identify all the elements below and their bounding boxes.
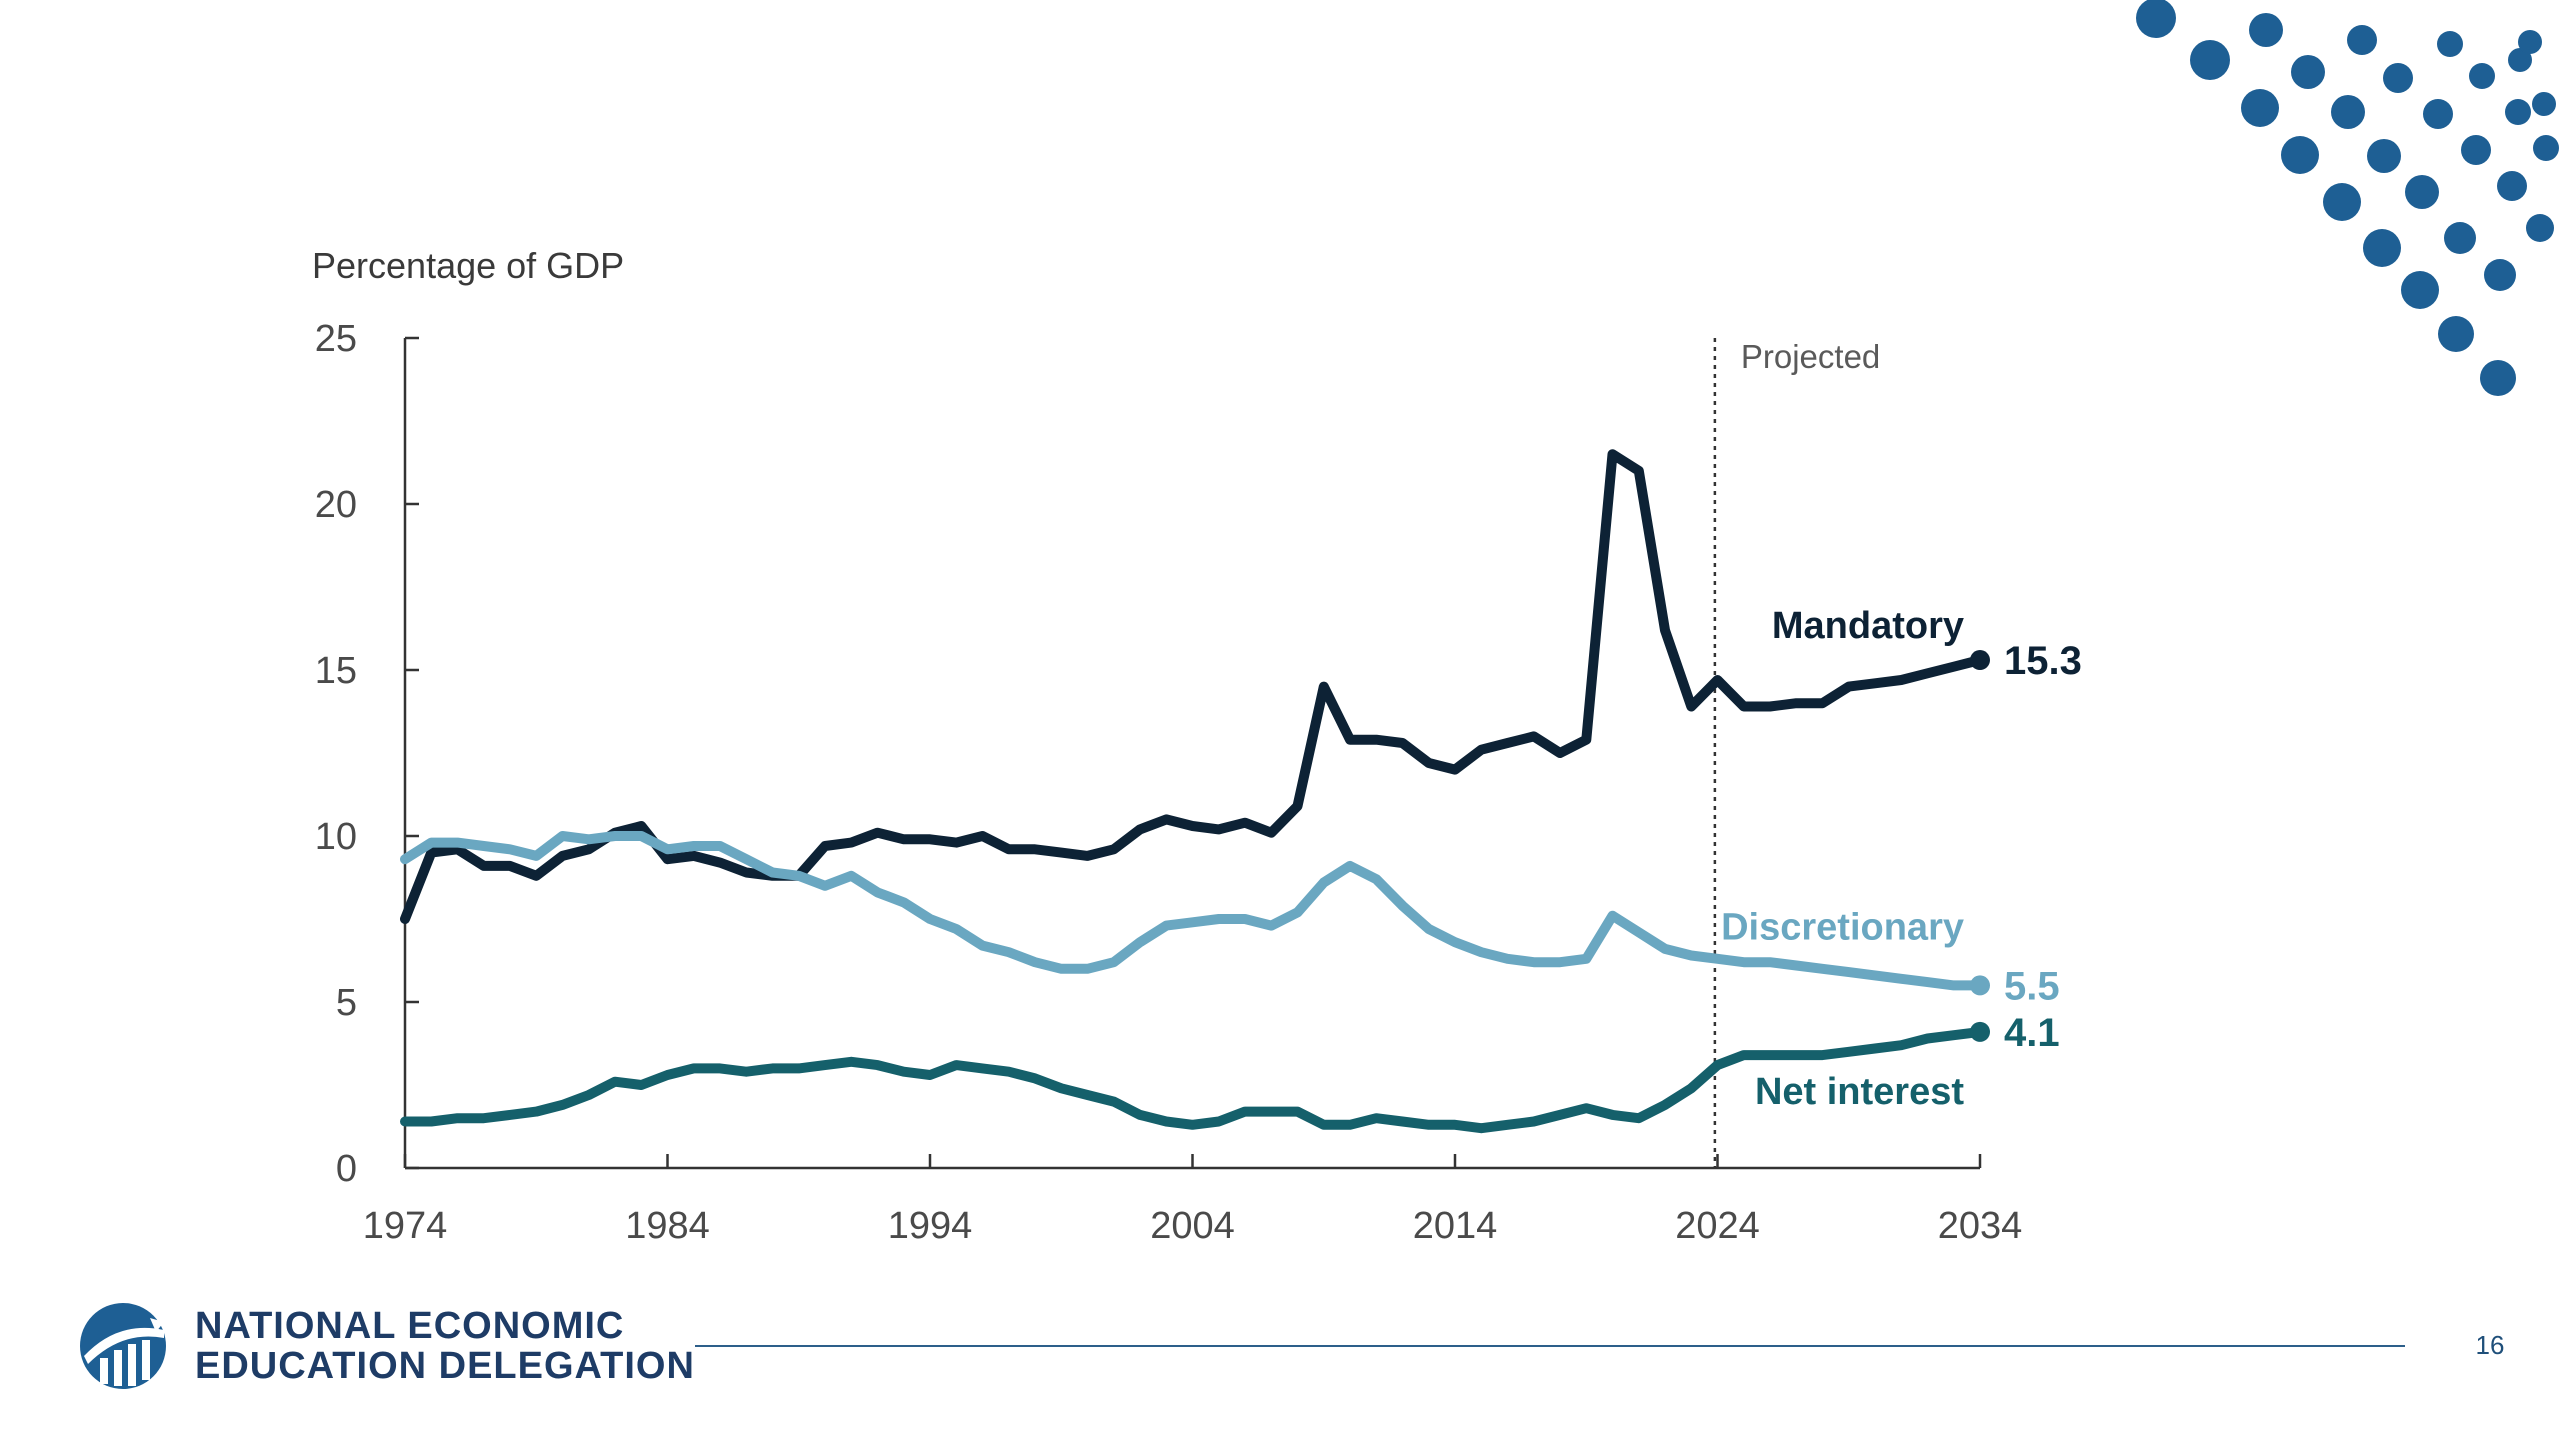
decorative-dot	[2347, 25, 2377, 55]
y-axis-title: Percentage of GDP	[312, 245, 624, 286]
series-line-1	[400, 831, 1985, 991]
decorative-dot	[2461, 135, 2491, 165]
x-tick-label: 2024	[1675, 1205, 1760, 1247]
y-tick-label: 10	[315, 816, 357, 858]
x-tick-label: 2034	[1938, 1205, 2023, 1247]
decorative-dot	[2533, 135, 2559, 161]
projection-marker: Projected	[1713, 338, 1880, 1168]
series-labels: 15.3 Mandatory 5.5 Discretionary 4.1 Net inte…	[1721, 605, 2082, 1113]
decorative-dot	[2438, 316, 2474, 352]
series-end-value-0: 15.3	[2004, 639, 2082, 683]
series-end-value-2: 4.1	[2004, 1011, 2060, 1055]
decorative-dot	[2484, 259, 2516, 291]
projection-label: Projected	[1741, 338, 1880, 375]
organization-name: NATIONAL ECONOMIC EDUCATION DELEGATION	[195, 1306, 695, 1386]
x-tick-label: 2004	[1150, 1205, 1235, 1247]
page-number: 16	[2475, 1330, 2505, 1360]
decorative-dot	[2136, 0, 2176, 38]
decorative-dot	[2444, 222, 2476, 254]
decorative-dot	[2480, 360, 2516, 396]
decorative-dot	[2367, 139, 2401, 173]
series-end-point-1	[1970, 975, 1990, 996]
decorative-dot	[2291, 55, 2325, 89]
y-tick-label: 5	[336, 982, 357, 1024]
decorative-dot	[2526, 214, 2554, 242]
decorative-dot	[2532, 92, 2556, 116]
x-tick-label: 1984	[625, 1205, 710, 1247]
series-line-2	[400, 1026, 1985, 1134]
x-tick-label: 1994	[888, 1205, 973, 1247]
y-tick-label: 25	[315, 318, 357, 360]
series-layer	[400, 449, 1990, 1134]
y-tick-label: 15	[315, 650, 357, 692]
decorative-dot	[2518, 30, 2542, 54]
decorative-dot	[2241, 89, 2279, 127]
series-name-1: Discretionary	[1721, 906, 1964, 948]
decorative-dot	[2423, 99, 2453, 129]
series-end-point-2	[1970, 1021, 1990, 1042]
x-tick-label: 2014	[1413, 1205, 1498, 1247]
decorative-dot	[2281, 136, 2319, 174]
x-tick-label: 1974	[363, 1205, 448, 1247]
ned-logo-icon	[80, 1303, 166, 1389]
decorative-dot	[2249, 13, 2283, 47]
decorative-dot	[2383, 63, 2413, 93]
org-name-line2: EDUCATION DELEGATION	[195, 1345, 695, 1387]
decorative-dot	[2405, 175, 2439, 209]
decorative-dot	[2331, 95, 2365, 129]
decorative-dot	[2497, 171, 2527, 201]
decorative-dot	[2190, 40, 2230, 80]
org-name-line1: NATIONAL ECONOMIC	[195, 1305, 625, 1347]
decorative-dot	[2363, 229, 2401, 267]
decorative-dot	[2505, 99, 2531, 125]
series-end-value-1: 5.5	[2004, 964, 2060, 1008]
series-end-point-0	[1970, 650, 1990, 671]
series-line-0	[400, 449, 1985, 924]
decorative-dot	[2508, 48, 2532, 72]
footer-divider	[695, 1345, 2405, 1347]
decorative-dot	[2469, 63, 2495, 89]
decorative-dot	[2437, 31, 2463, 57]
y-tick-label: 20	[315, 484, 357, 526]
decorative-dot-pattern	[2136, 0, 2559, 396]
decorative-dot	[2323, 183, 2361, 221]
series-name-2: Net interest	[1755, 1071, 1964, 1113]
decorative-dot	[2401, 271, 2439, 309]
series-name-0: Mandatory	[1772, 605, 1964, 647]
y-tick-label: 0	[336, 1148, 357, 1190]
chart-axes: 0 5 10 15 20 25 1974 1984 1994 2004 2014 2024 2034	[315, 318, 2023, 1247]
